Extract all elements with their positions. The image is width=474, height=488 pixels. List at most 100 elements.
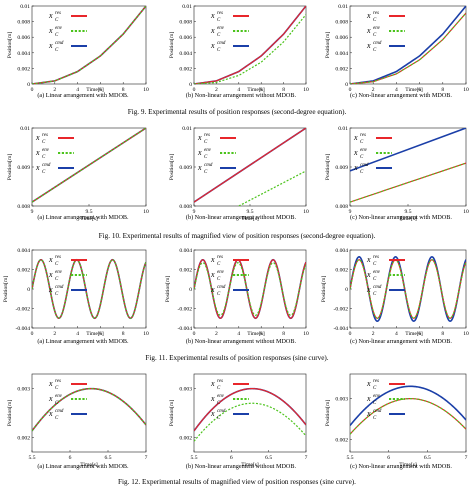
subfigure-caption: (a) Linear arrangement with MDOB. [37, 92, 129, 99]
legend-subscript: C [55, 386, 59, 391]
series-line-env [194, 402, 306, 442]
legend-superscript: env [373, 394, 381, 399]
x-tick-label: 0 [31, 87, 34, 93]
legend-superscript: cmd [55, 409, 64, 414]
legend-symbol: x [210, 41, 215, 50]
x-tick-label: 4 [76, 87, 79, 93]
x-tick-label: 10 [463, 209, 469, 215]
legend-symbol: x [48, 285, 53, 294]
x-axis-label: Time[s] [399, 462, 417, 468]
y-tick-label: 0 [189, 287, 192, 293]
series-line-res [194, 388, 306, 432]
legend-subscript: C [204, 170, 208, 175]
series-line-env [32, 259, 146, 319]
series-line-env [32, 6, 146, 84]
legend-symbol: x [210, 285, 215, 294]
x-axis-label: Time[s] [247, 87, 265, 93]
plot-frame [31, 5, 147, 85]
legend-superscript: cmd [217, 285, 226, 290]
y-tick-label: 0.009 [335, 165, 348, 171]
legend-subscript: C [360, 140, 364, 145]
legend-symbol: x [210, 270, 215, 279]
legend-subscript: C [55, 401, 59, 406]
y-tick-label: 0.006 [179, 35, 192, 41]
y-axis-label: Position[m] [325, 154, 331, 181]
legend-symbol: x [48, 255, 53, 264]
figure-caption: Fig. 12. Experimental results of magnifi… [118, 478, 356, 486]
y-tick-label: -0.002 [178, 307, 193, 313]
legend-superscript: env [217, 270, 225, 275]
y-axis-label: Position[m] [165, 276, 171, 303]
legend-subscript: C [373, 18, 377, 23]
chart-panel-9-b: 0 0.002 0.004 0.006 0.008 0.01 0 2 4 6 8 10 Time[s] P… [169, 4, 309, 93]
legend-symbol: x [366, 255, 371, 264]
y-tick-label: 0.009 [17, 165, 30, 171]
x-tick-label: 6.5 [265, 455, 272, 461]
x-tick-label: 10 [303, 331, 309, 337]
legend-subscript: C [42, 155, 46, 160]
legend-symbol: x [210, 394, 215, 403]
x-tick-label: 9 [193, 209, 196, 215]
y-tick-label: 0.006 [335, 35, 348, 41]
figure-caption: Fig. 10. Experimental results of magnifi… [99, 232, 376, 240]
legend-symbol: x [48, 394, 53, 403]
series-line-env [238, 170, 306, 206]
legend-symbol: x [366, 379, 371, 388]
x-tick-label: 2 [215, 87, 218, 93]
legend-subscript: C [373, 416, 377, 421]
legend-subscript: C [55, 292, 59, 297]
x-tick-label: 7 [145, 455, 148, 461]
legend-superscript: env [217, 394, 225, 399]
y-tick-label: 0.004 [335, 51, 348, 57]
series-line-env [194, 14, 306, 84]
figure-caption: Fig. 11. Experimental results of positio… [145, 354, 328, 362]
legend-symbol: x [48, 379, 53, 388]
subfigure-caption: (b) Non-linear arrangement without MDOB. [186, 214, 297, 221]
y-tick-label: 0.01 [20, 126, 30, 132]
legend-subscript: C [217, 416, 221, 421]
y-tick-label: 0.002 [179, 268, 192, 274]
y-tick-label: 0.002 [335, 268, 348, 274]
x-tick-label: 0 [31, 331, 34, 337]
legend-superscript: env [373, 26, 381, 31]
subfigure-caption: (a) Linear arrangement with MDOB. [37, 338, 129, 345]
series-line-env [194, 262, 306, 316]
legend-symbol: x [35, 133, 40, 142]
legend-superscript: res [217, 11, 223, 16]
y-tick-label: 0.008 [179, 20, 192, 26]
subfigure-caption: (a) Linear arrangement with MDOB. [37, 214, 129, 221]
subfigure-caption: (b) Non-linear arrangement without MDOB. [186, 463, 297, 470]
y-tick-label: 0.01 [182, 126, 192, 132]
subfigure-caption: (c) Non-linear arrangement with MDOB. [350, 338, 452, 345]
legend-symbol: x [210, 379, 215, 388]
series-line-env [32, 128, 146, 203]
plot-frame [193, 373, 307, 453]
x-tick-label: 10 [143, 331, 149, 337]
x-tick-label: 6 [99, 87, 102, 93]
legend-symbol: x [48, 409, 53, 418]
legend-symbol: x [353, 148, 358, 157]
x-axis-label: Time[s] [86, 87, 104, 93]
y-tick-label: 0.002 [17, 66, 30, 72]
subfigure-caption: (c) Non-linear arrangement with MDOB. [350, 92, 452, 99]
legend-symbol: x [366, 285, 371, 294]
legend-symbol: x [366, 270, 371, 279]
legend-subscript: C [55, 262, 59, 267]
x-axis-label: Time[s] [86, 331, 104, 337]
y-tick-label: 0.004 [17, 51, 30, 57]
legend-superscript: env [42, 148, 50, 153]
legend-subscript: C [217, 292, 221, 297]
legend-subscript: C [217, 48, 221, 53]
x-axis-label: Time[s] [80, 462, 98, 468]
legend-subscript: C [360, 170, 364, 175]
y-tick-label: 0.01 [182, 4, 192, 10]
series-line-env [32, 388, 146, 432]
chart-panel-9-a: 0 0.002 0.004 0.006 0.008 0.01 0 2 4 6 8 10 Time[s] P… [7, 4, 149, 93]
legend-symbol: x [197, 148, 202, 157]
x-tick-label: 6 [99, 331, 102, 337]
x-tick-label: 2 [53, 87, 56, 93]
x-tick-label: 6 [260, 87, 263, 93]
